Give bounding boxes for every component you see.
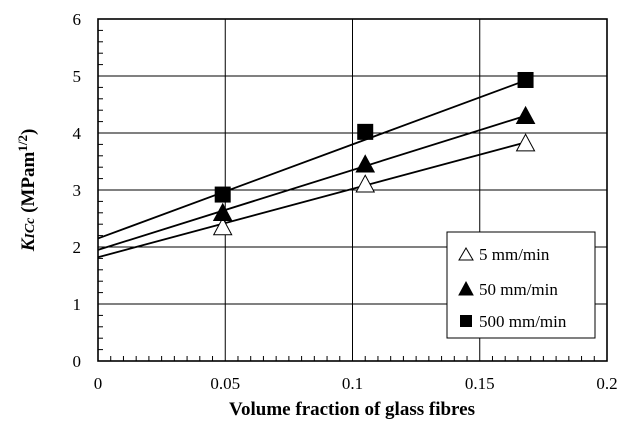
plot-frame: [97, 18, 608, 362]
svg-text:KICc (MPam1/2): KICc (MPam1/2): [15, 129, 39, 253]
legend: 5 mm/min 50 mm/min 500 mm/min: [446, 231, 596, 339]
fit-lines: [97, 79, 526, 259]
legend-item-500mm: 500 mm/min: [460, 312, 567, 331]
y-axis-title-sub: ICc: [23, 217, 38, 240]
y-axis-title-unit: (MPam: [18, 151, 39, 217]
y-tick-label-5: 5: [73, 67, 82, 86]
data-points: [212, 71, 536, 236]
x-axis-title: Volume fraction of glass fibres: [229, 399, 475, 420]
legend-marker-open-triangle: [458, 247, 474, 261]
fit-line-5mm: [97, 141, 526, 259]
y-axis-title-sup: 1/2: [15, 135, 30, 152]
data-point-500mm-1: [357, 123, 374, 140]
x-tick-label-4: 0.2: [596, 374, 617, 393]
legend-label-500mm: 500 mm/min: [479, 312, 567, 331]
data-point-50mm-2: [515, 105, 536, 125]
x-tick-label-3: 0.15: [465, 374, 495, 393]
legend-label-5mm: 5 mm/min: [479, 245, 550, 264]
data-point-50mm-1: [355, 154, 376, 173]
y-axis-title-close: ): [18, 129, 39, 135]
y-tick-label-3: 3: [73, 181, 82, 200]
y-tick-labels: 0 1 2 3 4 5 6: [73, 10, 82, 371]
y-tick-label-6: 6: [73, 10, 82, 29]
x-tick-label-2: 0.1: [342, 374, 363, 393]
legend-item-5mm: 5 mm/min: [458, 245, 550, 264]
data-point-5mm-0: [212, 216, 233, 236]
legend-item-50mm: 50 mm/min: [458, 280, 558, 299]
legend-marker-filled-triangle: [458, 280, 474, 296]
fit-line-500mm: [97, 79, 526, 240]
data-point-500mm-2: [517, 71, 534, 88]
minor-ticks: [98, 29, 595, 361]
x-tick-label-1: 0.05: [210, 374, 240, 393]
data-point-500mm-0: [214, 186, 231, 203]
y-tick-label-1: 1: [73, 295, 82, 314]
y-tick-label-0: 0: [73, 352, 82, 371]
x-tick-label-0: 0: [94, 374, 103, 393]
grid: [98, 19, 607, 361]
y-tick-label-4: 4: [73, 124, 82, 143]
legend-label-50mm: 50 mm/min: [479, 280, 558, 299]
x-tick-labels: 0 0.05 0.1 0.15 0.2: [94, 374, 618, 393]
y-axis-title-k: K: [18, 237, 39, 252]
data-point-5mm-2: [515, 133, 536, 152]
y-axis-title: KICc (MPam1/2): [15, 129, 39, 253]
data-point-50mm-0: [212, 202, 233, 221]
fit-line-50mm: [97, 114, 526, 251]
legend-marker-filled-square: [460, 315, 472, 327]
data-point-5mm-1: [355, 174, 376, 193]
y-tick-label-2: 2: [73, 238, 82, 257]
